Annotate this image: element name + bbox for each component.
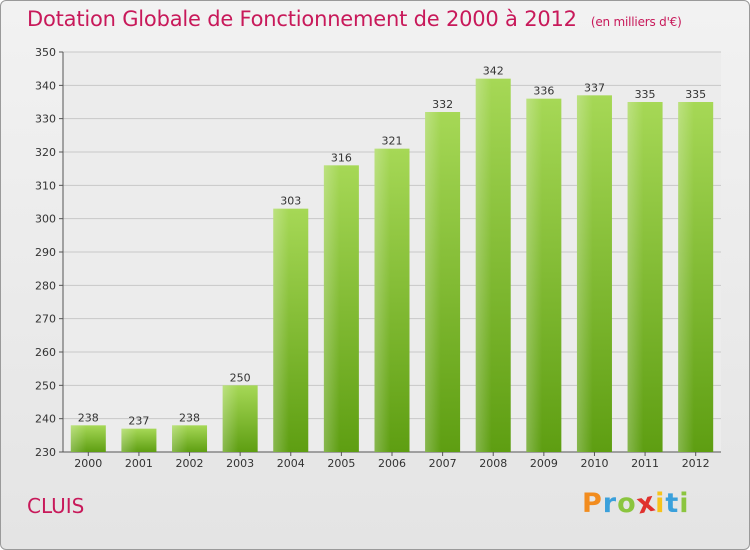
y-tick-label: 280 bbox=[35, 279, 56, 292]
proxiti-logo[interactable]: Proxiti bbox=[582, 486, 690, 520]
value-label: 237 bbox=[128, 415, 149, 428]
value-label: 250 bbox=[230, 371, 251, 384]
chart-title: Dotation Globale de Fonctionnement de 20… bbox=[27, 7, 682, 31]
unit-note: (en milliers d'€) bbox=[590, 15, 682, 29]
y-tick-label: 330 bbox=[35, 113, 56, 126]
value-label: 332 bbox=[432, 98, 453, 111]
x-tick-label: 2005 bbox=[327, 457, 355, 470]
logo-letter: P bbox=[582, 488, 603, 519]
logo-letter: i bbox=[679, 488, 690, 519]
value-label: 335 bbox=[635, 88, 656, 101]
logo-letter: i bbox=[655, 488, 666, 519]
data-labels: 238 237 238 250 303 316 321 332 342 336 337 335 335 bbox=[78, 65, 706, 428]
value-label: 316 bbox=[331, 151, 352, 164]
bar-highlight bbox=[475, 78, 492, 453]
x-tick-label: 2012 bbox=[682, 457, 710, 470]
chart-title-text: Dotation Globale de Fonctionnement de 20… bbox=[27, 7, 577, 31]
bars bbox=[70, 78, 714, 453]
logo-letter: t bbox=[665, 488, 680, 519]
bar-highlight bbox=[222, 385, 239, 452]
bar-highlight bbox=[576, 95, 593, 452]
x-tick-label: 2006 bbox=[378, 457, 406, 470]
axes: 230 240 250 260 270 280 290 300 310 320 330 340 350 2… bbox=[35, 46, 721, 470]
bar-highlight bbox=[425, 112, 441, 452]
value-label: 336 bbox=[533, 85, 554, 98]
x-tick-label: 2007 bbox=[429, 457, 457, 470]
value-label: 238 bbox=[179, 411, 200, 424]
y-tick-label: 250 bbox=[35, 379, 56, 392]
bar-highlight bbox=[526, 98, 543, 453]
x-tick-label: 2003 bbox=[226, 457, 254, 470]
bar-highlight bbox=[627, 102, 644, 452]
logo-letter: o bbox=[617, 488, 637, 519]
bar-highlight bbox=[323, 165, 340, 453]
y-tick-label: 230 bbox=[35, 446, 56, 459]
y-tick-label: 320 bbox=[35, 146, 56, 159]
bar-highlight bbox=[374, 148, 391, 452]
y-tick-label: 310 bbox=[35, 179, 56, 192]
value-label: 337 bbox=[584, 81, 605, 94]
value-label: 238 bbox=[78, 411, 99, 424]
x-tick-label: 2009 bbox=[530, 457, 558, 470]
bar-highlight bbox=[121, 428, 138, 452]
value-label: 321 bbox=[382, 135, 403, 148]
bar-highlight bbox=[70, 425, 87, 452]
y-tick-label: 290 bbox=[35, 246, 56, 259]
y-tick-label: 270 bbox=[35, 313, 56, 326]
y-tick-label: 300 bbox=[35, 213, 56, 226]
value-label: 303 bbox=[280, 195, 301, 208]
value-label: 342 bbox=[483, 65, 504, 78]
x-tick-label: 2001 bbox=[125, 457, 153, 470]
bar-highlight bbox=[678, 102, 694, 452]
x-tick-label: 2000 bbox=[74, 457, 102, 470]
x-tick-label: 2008 bbox=[479, 457, 507, 470]
commune-name: CLUIS bbox=[27, 494, 85, 518]
logo-letter: r bbox=[602, 488, 618, 519]
x-tick-label: 2011 bbox=[631, 457, 659, 470]
bar-highlight bbox=[273, 208, 290, 452]
x-tick-label: 2010 bbox=[580, 457, 608, 470]
value-label: 335 bbox=[685, 88, 706, 101]
x-tick-label: 2004 bbox=[277, 457, 305, 470]
y-tick-label: 340 bbox=[35, 79, 56, 92]
y-tick-label: 260 bbox=[35, 346, 56, 359]
bar-highlight bbox=[172, 425, 188, 452]
y-tick-label: 350 bbox=[35, 46, 56, 59]
x-tick-label: 2002 bbox=[176, 457, 204, 470]
y-tick-label: 240 bbox=[35, 413, 56, 426]
